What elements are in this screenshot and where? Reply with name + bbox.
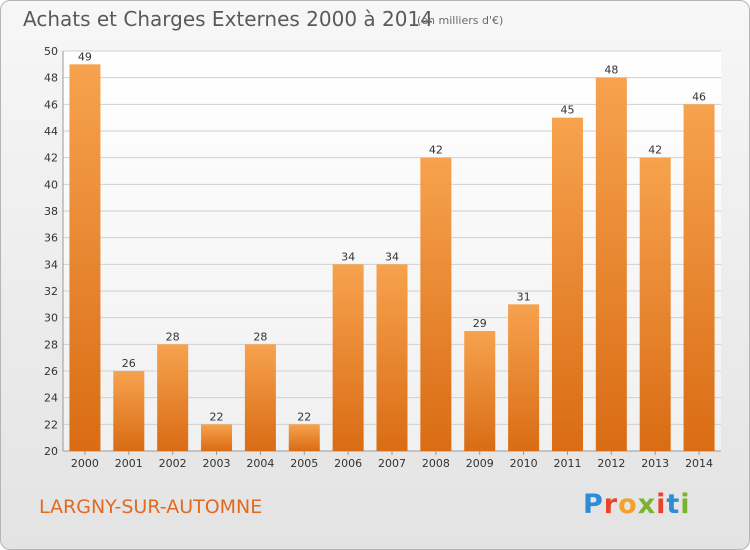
data-label: 26 — [122, 357, 136, 370]
x-tick-label: 2009 — [466, 457, 494, 470]
y-tick-label: 32 — [44, 285, 58, 298]
x-tick-label: 2012 — [597, 457, 625, 470]
y-tick-label: 40 — [44, 178, 58, 191]
bar — [639, 157, 671, 451]
bar — [157, 344, 189, 451]
bar — [376, 264, 408, 451]
y-tick-label: 48 — [44, 72, 58, 85]
y-tick-label: 34 — [44, 258, 58, 271]
data-label: 28 — [253, 330, 267, 343]
x-tick-label: 2010 — [510, 457, 538, 470]
data-label: 42 — [429, 144, 443, 157]
x-tick-label: 2004 — [246, 457, 274, 470]
y-tick-label: 28 — [44, 338, 58, 351]
chart-subtitle: (en milliers d'€) — [417, 14, 504, 27]
chart-title: Achats et Charges Externes 2000 à 2014 — [23, 7, 433, 31]
data-label: 31 — [517, 290, 531, 303]
x-tick-label: 2002 — [159, 457, 187, 470]
data-label: 29 — [473, 317, 487, 330]
x-tick-label: 2013 — [641, 457, 669, 470]
data-label: 34 — [385, 250, 399, 263]
bar — [332, 264, 364, 451]
logo-letter: x — [637, 489, 657, 520]
x-tick-label: 2000 — [71, 457, 99, 470]
x-tick-label: 2008 — [422, 457, 450, 470]
logo-letter: r — [603, 489, 619, 520]
data-label: 22 — [297, 410, 311, 423]
bar — [683, 104, 715, 451]
x-tick-label: 2001 — [115, 457, 143, 470]
y-tick-label: 38 — [44, 205, 58, 218]
x-tick-label: 2011 — [553, 457, 581, 470]
y-tick-label: 20 — [44, 445, 58, 458]
y-tick-label: 24 — [44, 392, 58, 405]
x-tick-label: 2005 — [290, 457, 318, 470]
y-tick-label: 46 — [44, 98, 58, 111]
data-label: 48 — [604, 64, 618, 77]
data-label: 28 — [166, 330, 180, 343]
bar — [508, 304, 540, 451]
bar — [288, 424, 320, 451]
y-tick-label: 36 — [44, 232, 58, 245]
y-tick-label: 30 — [44, 312, 58, 325]
x-tick-label: 2006 — [334, 457, 362, 470]
data-label: 49 — [78, 50, 92, 63]
logo-letter: P — [583, 489, 604, 520]
bar — [69, 64, 101, 452]
y-tick-label: 44 — [44, 125, 58, 138]
x-tick-label: 2014 — [685, 457, 713, 470]
y-tick-label: 26 — [44, 365, 58, 378]
bar — [244, 344, 276, 451]
bar — [551, 117, 583, 452]
y-tick-label: 42 — [44, 152, 58, 165]
bar — [420, 157, 452, 451]
proxiti-logo: Proxiti — [583, 489, 691, 520]
logo-letter: i — [680, 489, 691, 520]
y-tick-label: 50 — [44, 45, 58, 58]
logo-letter: t — [666, 489, 681, 520]
x-tick-label: 2003 — [203, 457, 231, 470]
data-label: 22 — [210, 410, 224, 423]
commune-name: LARGNY-SUR-AUTOMNE — [39, 496, 263, 518]
bar — [464, 331, 496, 451]
y-tick-label: 22 — [44, 418, 58, 431]
x-tick-label: 2007 — [378, 457, 406, 470]
data-label: 42 — [648, 144, 662, 157]
data-label: 46 — [692, 90, 706, 103]
bar — [201, 424, 233, 451]
logo-letter: o — [618, 489, 638, 520]
bar — [113, 371, 145, 451]
logo-letter: i — [656, 489, 667, 520]
data-label: 45 — [560, 104, 574, 117]
bar — [595, 77, 627, 452]
data-label: 34 — [341, 250, 355, 263]
